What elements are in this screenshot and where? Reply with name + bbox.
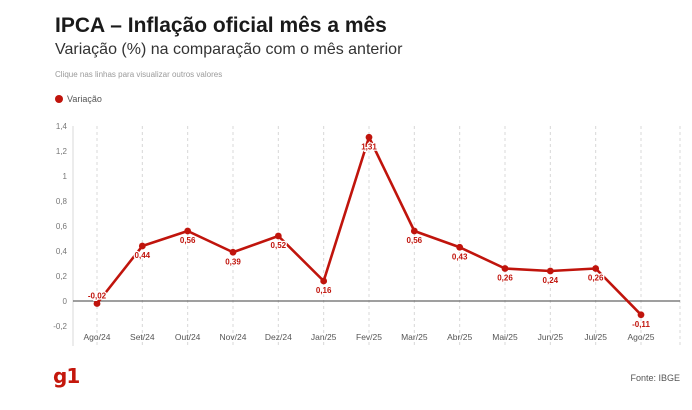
x-tick-label: Ago/24 — [84, 332, 111, 342]
x-tick-label: Jan/25 — [311, 332, 337, 342]
data-point[interactable] — [501, 265, 509, 272]
x-tick-label: Abr/25 — [447, 332, 472, 342]
data-point[interactable] — [410, 227, 418, 235]
y-tick-label: 0,2 — [56, 272, 68, 281]
x-tick-label: Jun/25 — [538, 332, 564, 342]
data-point[interactable] — [229, 248, 237, 256]
data-label: 0,56 — [180, 236, 196, 245]
data-label: 0,43 — [452, 252, 468, 261]
data-point[interactable] — [456, 243, 464, 251]
data-label: 0,56 — [407, 236, 423, 245]
data-point[interactable] — [320, 277, 328, 285]
g1-logo: g1 — [53, 364, 80, 388]
data-point[interactable] — [138, 242, 146, 250]
x-tick-label: Fev/25 — [356, 332, 382, 342]
data-point[interactable] — [592, 265, 600, 272]
y-tick-label: 1 — [63, 172, 68, 181]
interaction-hint: Clique nas linhas para visualizar outros… — [55, 70, 223, 79]
y-tick-label: 0,6 — [56, 222, 68, 231]
data-label: 0,26 — [588, 274, 604, 283]
y-tick-label: 0,4 — [56, 247, 68, 256]
y-tick-label: -0,2 — [53, 322, 67, 331]
x-tick-label: Dez/24 — [265, 332, 292, 342]
data-point[interactable] — [184, 227, 192, 235]
y-tick-label: 1,4 — [56, 122, 68, 131]
chart-subtitle: Variação (%) na comparação com o mês ant… — [55, 41, 403, 58]
data-point[interactable] — [637, 311, 645, 319]
data-label: 1,31 — [361, 142, 377, 151]
data-label: 0,16 — [316, 286, 332, 295]
x-tick-label: Set/24 — [130, 332, 155, 342]
x-tick-label: Ago/25 — [628, 332, 655, 342]
x-tick-label: Out/24 — [175, 332, 201, 342]
y-tick-label: 1,2 — [56, 147, 68, 156]
data-label: 0,24 — [543, 276, 559, 285]
data-label: 0,26 — [497, 274, 513, 283]
data-label: -0,02 — [88, 292, 107, 301]
data-point[interactable] — [93, 300, 101, 307]
data-label: 0,39 — [225, 257, 241, 266]
x-tick-label: Mai/25 — [492, 332, 518, 342]
legend-label: Variação — [67, 94, 102, 104]
data-point[interactable] — [365, 133, 373, 141]
data-label: 0,52 — [271, 241, 287, 250]
x-tick-label: Jul/25 — [584, 332, 607, 342]
data-label: 0,44 — [135, 251, 151, 260]
chart-title: IPCA – Inflação oficial mês a mês — [55, 14, 387, 37]
data-point[interactable] — [546, 267, 554, 275]
y-tick-label: 0 — [63, 297, 68, 306]
legend-marker — [55, 95, 63, 103]
source-note: Fonte: IBGE — [630, 373, 680, 383]
x-tick-label: Mar/25 — [401, 332, 428, 342]
legend[interactable]: Variação — [55, 94, 102, 104]
data-label: -0,11 — [632, 320, 650, 329]
data-point[interactable] — [274, 232, 282, 240]
x-tick-label: Nov/24 — [220, 332, 247, 342]
y-tick-label: 0,8 — [56, 197, 68, 206]
